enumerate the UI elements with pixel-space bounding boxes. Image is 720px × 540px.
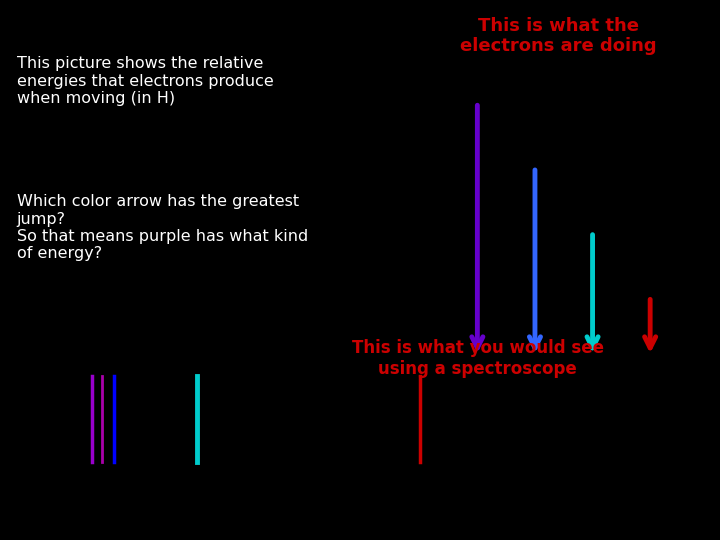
Text: 2: 2: [679, 355, 687, 368]
Text: 7: 7: [679, 31, 687, 44]
Text: This is what the
electrons are doing: This is what the electrons are doing: [459, 17, 657, 56]
Text: 700nm: 700nm: [545, 497, 590, 510]
Text: 4: 4: [679, 225, 687, 238]
Text: 400nm: 400nm: [20, 497, 64, 510]
Text: This is what you would see
using a spectroscope: This is what you would see using a spect…: [351, 339, 603, 377]
Text: This picture shows the relative
energies that electrons produce
when moving (in : This picture shows the relative energies…: [17, 56, 274, 106]
Text: Hydrogen Emission Spectrum: Hydrogen Emission Spectrum: [42, 349, 227, 362]
Text: 6: 6: [679, 96, 687, 109]
Text: 3: 3: [679, 290, 687, 303]
Text: Which color arrow has the greatest
jump?
So that means purple has what kind
of e: Which color arrow has the greatest jump?…: [17, 194, 308, 261]
Text: 5: 5: [679, 161, 687, 174]
Bar: [42, 376, 650, 462]
